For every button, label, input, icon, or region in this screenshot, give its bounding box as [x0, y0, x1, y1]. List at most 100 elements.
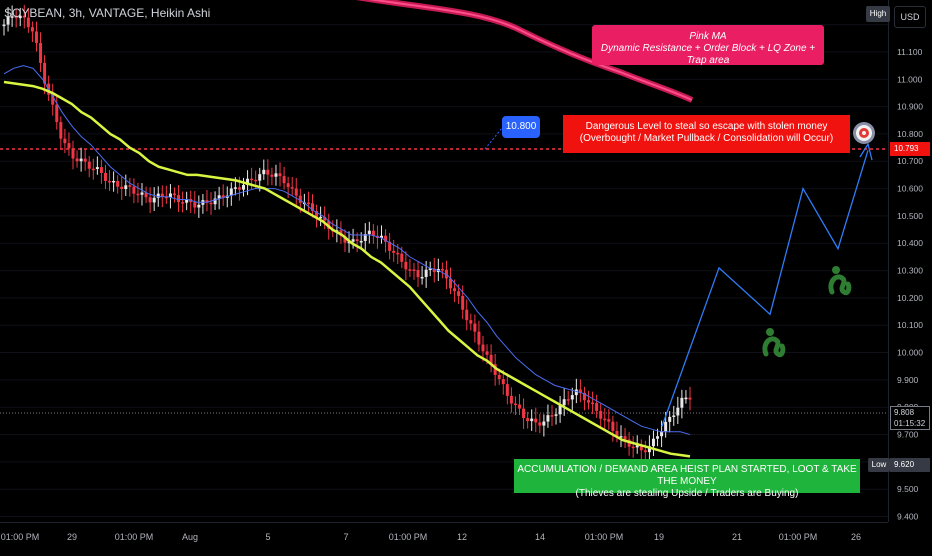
- candle-body: [595, 403, 599, 411]
- time-tick-label: 21: [732, 532, 742, 542]
- candle-body: [319, 216, 323, 219]
- candle-body: [688, 397, 692, 400]
- candle-body: [59, 122, 63, 139]
- candle-body: [315, 211, 319, 218]
- candle-body: [290, 187, 294, 189]
- yellow-moving-average: [3, 80, 691, 458]
- candle-body: [550, 415, 554, 417]
- candle-body: [34, 31, 38, 44]
- target-price-label[interactable]: 10.800: [502, 116, 540, 138]
- candle-body: [554, 414, 558, 416]
- price-tick-label: 9.500: [897, 484, 919, 494]
- candle-body: [168, 193, 172, 198]
- candle-body: [14, 16, 18, 19]
- candle-body: [95, 167, 99, 170]
- price-tick-label: 10.900: [897, 102, 923, 112]
- candle-body: [566, 399, 570, 401]
- candle-body: [574, 389, 578, 396]
- candle-body: [384, 235, 388, 242]
- currency-button[interactable]: USD: [894, 6, 926, 28]
- candle-body: [213, 198, 217, 205]
- time-tick-label: Aug: [182, 532, 198, 542]
- low-level-price-tag: 9.620: [890, 458, 930, 472]
- candle-body: [428, 268, 432, 270]
- candle-body: [647, 446, 651, 453]
- time-tick-label: 7: [343, 532, 348, 542]
- candle-body: [534, 418, 538, 423]
- snake-icon: [762, 328, 786, 358]
- candle-body: [209, 202, 213, 205]
- candle-body: [160, 193, 164, 197]
- candle-body: [205, 200, 209, 203]
- candle-body: [246, 178, 250, 186]
- pink-ma-annotation[interactable]: Pink MA Dynamic Resistance + Order Block…: [592, 25, 824, 66]
- candle-body: [660, 431, 664, 437]
- price-chart[interactable]: [0, 0, 888, 522]
- candle-body: [603, 418, 607, 421]
- candle-body: [237, 187, 241, 190]
- candle-body: [578, 389, 582, 393]
- candle-body: [67, 143, 71, 149]
- candle-body: [99, 167, 103, 173]
- candle-body: [71, 148, 75, 159]
- candle-body: [148, 197, 152, 203]
- candle-body: [306, 202, 310, 205]
- price-tick-label: 10.200: [897, 293, 923, 303]
- candle-body: [639, 445, 643, 451]
- candle-body: [63, 138, 67, 144]
- candle-body: [229, 188, 233, 196]
- candle-body: [152, 197, 156, 203]
- candle-body: [343, 235, 347, 243]
- candle-body: [30, 27, 34, 32]
- price-tick-label: 10.800: [897, 129, 923, 139]
- candle-body: [91, 168, 95, 171]
- candle-body: [477, 331, 481, 345]
- candle-body: [112, 180, 116, 183]
- time-axis[interactable]: 01:00 PM 29 01:00 PM Aug 5 7 01:00 PM 12 14 01:00…: [0, 522, 888, 551]
- time-axis-ticks: 01:00 PM 29 01:00 PM Aug 5 7 01:00 PM 12 14 01:00…: [1, 532, 861, 542]
- candle-body: [587, 400, 591, 403]
- price-tick-label: 9.400: [897, 512, 919, 522]
- candle-body: [400, 253, 404, 262]
- target-icon: [853, 122, 875, 144]
- candle-body: [497, 374, 501, 380]
- candle-body: [2, 24, 6, 27]
- candle-body: [87, 161, 91, 169]
- candle-body: [526, 418, 530, 422]
- candle-body: [591, 402, 595, 405]
- candle-body: [221, 195, 225, 198]
- candle-body: [469, 320, 473, 324]
- candle-body: [432, 268, 436, 273]
- current-price-tag: 9.808 01:15:32: [890, 406, 930, 430]
- candle-body: [680, 397, 684, 408]
- candle-body: [359, 240, 363, 243]
- price-axis[interactable]: 11.20011.10011.00010.90010.80010.70010.6…: [888, 0, 932, 522]
- candle-body: [453, 288, 457, 292]
- candle-body: [140, 192, 144, 195]
- price-tick-label: 10.500: [897, 211, 923, 221]
- time-tick-label: 01:00 PM: [585, 532, 624, 542]
- accumulation-annotation[interactable]: ACCUMULATION / DEMAND AREA HEIST PLAN ST…: [514, 459, 860, 499]
- candle-body: [367, 230, 371, 235]
- candle-body: [79, 158, 83, 162]
- candle-body: [254, 179, 258, 182]
- current-price-value: 9.808: [894, 408, 915, 417]
- candle-body: [501, 379, 505, 385]
- candle-body: [599, 410, 603, 419]
- high-button[interactable]: High: [866, 6, 890, 22]
- candle-body: [262, 169, 266, 175]
- candle-body: [635, 445, 639, 448]
- low-button[interactable]: Low: [868, 458, 890, 472]
- candle-body: [22, 15, 26, 18]
- candle-body: [558, 405, 562, 415]
- candle-body: [668, 416, 672, 422]
- dangerous-level-annotation[interactable]: Dangerous Level to steal so escape with …: [563, 115, 850, 153]
- candle-body: [582, 392, 586, 401]
- time-tick-label: 5: [265, 532, 270, 542]
- candle-body: [116, 180, 120, 187]
- pink-ma-subtitle: Dynamic Resistance + Order Block + LQ Zo…: [600, 43, 816, 66]
- candle-body: [522, 408, 526, 419]
- chart-area[interactable]: SOYBEAN, 3h, VANTAGE, Heikin Ashi Pink M…: [0, 0, 888, 522]
- candle-body: [444, 269, 448, 279]
- candle-body: [380, 235, 384, 238]
